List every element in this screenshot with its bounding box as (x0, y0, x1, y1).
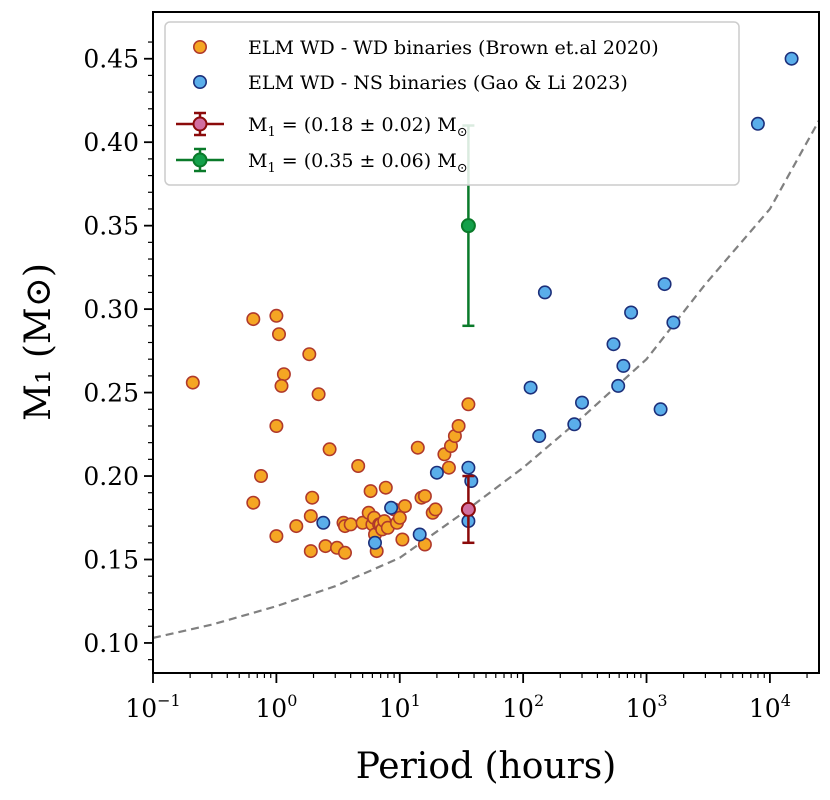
data-point (316, 515, 331, 530)
data-point (274, 378, 289, 393)
fit-curve (153, 119, 819, 639)
legend-marker (193, 75, 208, 90)
x-tick-label: 10−1 (125, 691, 180, 723)
data-point (397, 499, 412, 514)
data-point (606, 337, 621, 352)
data-point (351, 458, 366, 473)
fit-curve-layer (153, 119, 819, 639)
y-tick-label: 0.35 (83, 212, 139, 241)
data-points-layer (185, 51, 799, 560)
data-point (567, 417, 582, 432)
data-point (384, 500, 399, 515)
data-point (611, 378, 626, 393)
y-axis-ticks: 0.10 0.15 0.20 0.25 0.30 0.35 0.40 0.45 (83, 41, 153, 661)
data-point (343, 517, 358, 532)
data-point (303, 509, 318, 524)
data-point (784, 51, 799, 66)
data-point (185, 375, 200, 390)
data-point (428, 502, 443, 517)
x-tick-label: 103 (626, 691, 668, 723)
data-point (318, 539, 333, 554)
errorbar-marker (460, 501, 476, 517)
y-axis-label: M₁ (M⊙) (18, 263, 59, 421)
data-point (289, 519, 304, 534)
y-tick-label: 0.20 (83, 462, 139, 491)
data-point (657, 277, 672, 292)
data-point (461, 460, 476, 475)
data-point (616, 358, 631, 373)
y-tick-label: 0.10 (83, 629, 139, 658)
legend-marker (192, 152, 208, 168)
series-wd-ns (316, 51, 799, 550)
data-point (523, 380, 538, 395)
data-point (246, 312, 261, 327)
data-point (303, 544, 318, 559)
data-point (276, 367, 291, 382)
x-axis-ticks: 10−1 100 101 102 103 104 (125, 673, 808, 723)
data-point (395, 532, 410, 547)
data-point (666, 315, 681, 330)
data-point (269, 308, 284, 323)
data-point (537, 285, 552, 300)
data-point (410, 440, 425, 455)
legend-marker (192, 116, 208, 132)
data-point (532, 428, 547, 443)
legend-box (164, 21, 740, 186)
data-point (451, 418, 466, 433)
data-point (429, 465, 444, 480)
data-point (392, 510, 407, 525)
legend-items: ELM WD - WD binaries (Brown et.al 2020) E… (176, 37, 659, 176)
errorbar-point-1 (460, 474, 476, 545)
data-point (441, 460, 456, 475)
data-point (322, 442, 337, 457)
data-point (269, 529, 284, 544)
data-point (271, 327, 286, 342)
legend-item-4: M1 = (0.35 ± 0.06) M⊙ (176, 147, 468, 176)
data-point (461, 397, 476, 412)
data-point (417, 489, 432, 504)
data-point (311, 387, 326, 402)
y-tick-label: 0.25 (83, 379, 139, 408)
data-point (254, 468, 269, 483)
legend-label: ELM WD - NS binaries (Gao & Li 2023) (248, 72, 628, 94)
legend-label: M1 = (0.18 ± 0.02) M⊙ (248, 114, 468, 140)
data-point (305, 490, 320, 505)
legend-item-2: ELM WD - NS binaries (Gao & Li 2023) (193, 72, 628, 94)
x-tick-label: 100 (255, 691, 297, 723)
data-point (246, 495, 261, 510)
data-point (750, 116, 765, 131)
x-tick-label: 104 (749, 691, 791, 723)
data-point (302, 347, 317, 362)
x-axis-label: Period (hours) (356, 746, 617, 787)
legend-marker (193, 39, 208, 54)
x-tick-label: 101 (379, 691, 421, 723)
y-tick-label: 0.40 (83, 128, 139, 157)
series-wd-wd (185, 308, 476, 560)
y-tick-label: 0.30 (83, 295, 139, 324)
data-point (412, 527, 427, 542)
legend-item-3: M1 = (0.18 ± 0.02) M⊙ (176, 111, 468, 140)
data-point (363, 484, 378, 499)
errorbar-marker (460, 218, 476, 234)
legend-label: M1 = (0.35 ± 0.06) M⊙ (248, 150, 468, 176)
data-point (367, 535, 382, 550)
data-point (574, 395, 589, 410)
y-tick-label: 0.15 (83, 545, 139, 574)
legend-item-1: ELM WD - WD binaries (Brown et.al 2020) (193, 37, 659, 59)
data-point (269, 418, 284, 433)
data-point (378, 480, 393, 495)
data-point (624, 305, 639, 320)
x-tick-label: 102 (502, 691, 544, 723)
legend-label: ELM WD - WD binaries (Brown et.al 2020) (248, 37, 659, 59)
y-tick-label: 0.45 (83, 45, 139, 74)
data-point (653, 402, 668, 417)
legend: ELM WD - WD binaries (Brown et.al 2020) E… (164, 21, 740, 186)
data-point (337, 545, 352, 560)
